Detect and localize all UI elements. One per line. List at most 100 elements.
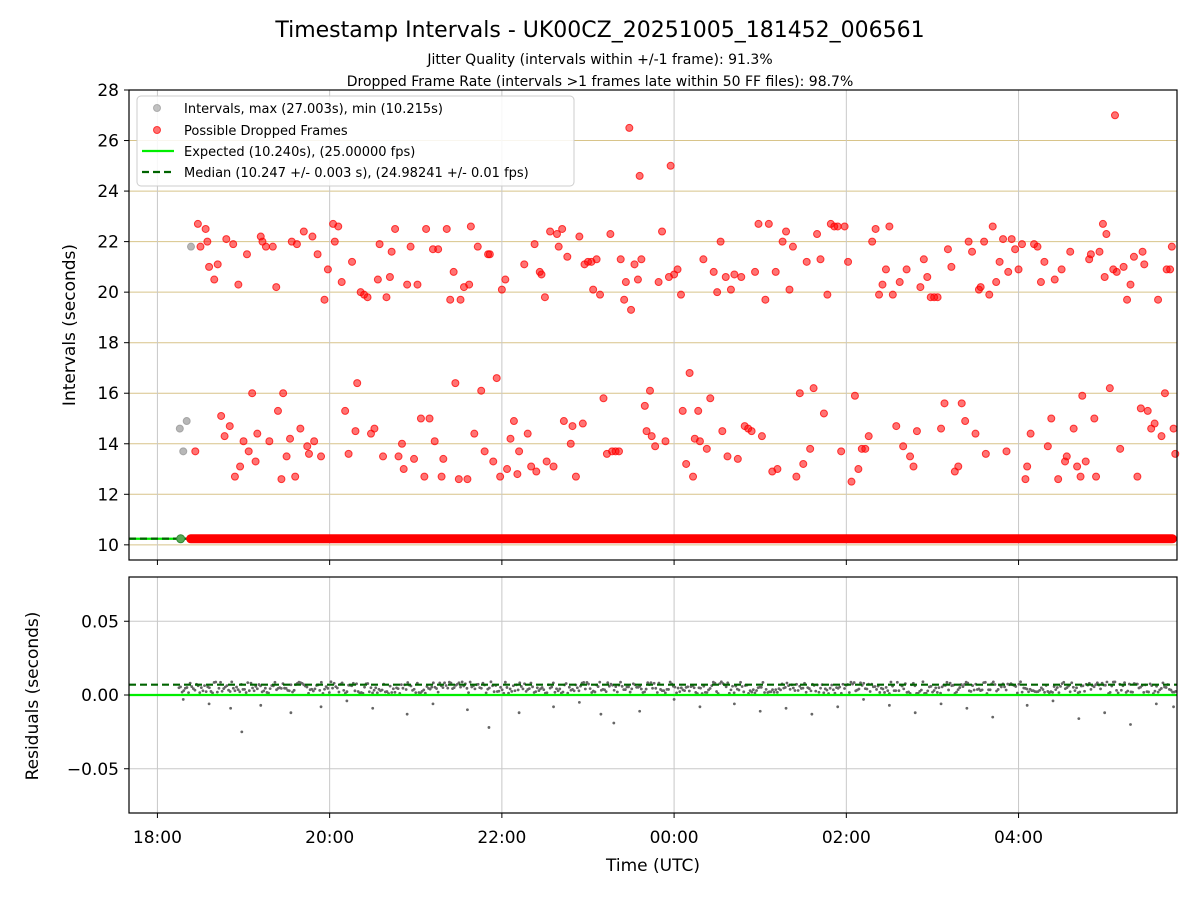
dropped-frame-point xyxy=(465,280,474,289)
residual-point xyxy=(207,686,211,690)
residual-outlier-point xyxy=(1172,705,1175,709)
dropped-frame-point xyxy=(558,224,567,233)
residual-point xyxy=(945,680,949,684)
residual-point xyxy=(479,686,483,690)
residual-point xyxy=(500,688,504,692)
residual-point xyxy=(404,688,408,691)
dropped-frame-point xyxy=(549,462,558,471)
residual-point xyxy=(435,687,438,690)
dropped-frame-point xyxy=(754,219,763,228)
residual-outlier-point xyxy=(1154,702,1158,706)
dropped-frame-point xyxy=(940,399,949,408)
dropped-frame-point xyxy=(1129,252,1138,261)
residual-point xyxy=(796,689,800,692)
x-tick-label: 18:00 xyxy=(133,828,182,848)
interval-point xyxy=(175,424,184,433)
dropped-frame-point xyxy=(292,240,301,249)
residual-point xyxy=(219,680,222,684)
residual-point xyxy=(937,686,941,690)
residual-point xyxy=(785,681,789,685)
residual-point xyxy=(203,684,206,687)
dropped-frame-point xyxy=(854,465,863,474)
residual-point xyxy=(567,685,571,689)
dropped-frame-point xyxy=(363,293,372,302)
dropped-frame-point xyxy=(999,235,1008,244)
residual-point xyxy=(211,691,214,695)
residual-point xyxy=(980,688,984,692)
dropped-frame-point xyxy=(291,472,300,481)
dropped-frame-point xyxy=(430,437,439,446)
residual-point xyxy=(775,690,779,694)
residual-outlier-point xyxy=(345,699,349,703)
residual-point xyxy=(961,685,965,689)
residual-point xyxy=(313,687,317,691)
residual-point xyxy=(895,680,899,684)
dropped-frame-point xyxy=(676,290,685,299)
residual-point xyxy=(535,686,539,690)
dropped-frame-point xyxy=(509,417,518,426)
residual-point xyxy=(460,680,464,684)
dropped-frame-point xyxy=(382,293,391,302)
dropped-frame-point xyxy=(1166,265,1175,274)
residual-point xyxy=(1113,680,1117,684)
dropped-frame-point xyxy=(253,429,262,438)
dropped-frame-point xyxy=(1011,245,1020,254)
residual-point xyxy=(993,683,997,686)
dropped-frame-point xyxy=(1160,389,1169,398)
residual-point xyxy=(627,685,630,689)
dropped-frame-point xyxy=(685,369,694,378)
residual-point xyxy=(527,687,531,691)
dropped-frame-point xyxy=(968,247,977,256)
dropped-frame-point xyxy=(506,434,515,443)
dropped-frame-point xyxy=(1078,391,1087,400)
dropped-frame-point xyxy=(571,472,580,481)
dropped-frame-point xyxy=(761,295,770,304)
residual-point xyxy=(947,688,950,692)
dropped-frame-point xyxy=(454,475,463,484)
dropped-frame-point xyxy=(751,267,760,276)
residual-point xyxy=(391,687,395,691)
residual-point xyxy=(726,681,730,685)
dropped-frame-point xyxy=(279,389,288,398)
residual-point xyxy=(1071,685,1075,689)
dropped-frame-point xyxy=(723,452,732,461)
dropped-frame-point xyxy=(313,250,322,259)
dropped-frame-point xyxy=(225,422,234,431)
dropped-frame-point xyxy=(802,257,811,266)
legend-marker-intervals xyxy=(153,104,161,112)
residual-point xyxy=(1089,687,1093,691)
residual-point xyxy=(873,685,877,688)
dropped-frame-point xyxy=(621,278,630,287)
residual-point xyxy=(881,687,885,691)
dropped-frame-point xyxy=(640,401,649,410)
residual-point xyxy=(215,690,219,694)
dropped-frame-point xyxy=(1054,475,1063,484)
dropped-frame-point xyxy=(456,295,465,304)
residual-point xyxy=(331,686,334,690)
dropped-frame-point xyxy=(964,237,973,246)
residual-point xyxy=(623,688,627,691)
dropped-frame-point xyxy=(406,242,415,251)
interval-point xyxy=(187,242,196,251)
dropped-frame-point xyxy=(599,394,608,403)
residual-point xyxy=(814,689,818,693)
residual-point xyxy=(742,690,746,694)
dropped-frame-point xyxy=(878,280,887,289)
residual-point xyxy=(825,688,829,692)
dropped-frame-point xyxy=(334,222,343,231)
residual-point xyxy=(1078,690,1082,694)
residual-point xyxy=(919,688,923,692)
residual-outlier-point xyxy=(577,700,581,704)
dropped-frame-point xyxy=(654,278,663,287)
dropped-frame-point xyxy=(706,394,715,403)
residual-point xyxy=(545,691,549,695)
residual-point xyxy=(1116,691,1120,695)
dropped-frame-point xyxy=(286,434,295,443)
dropped-frame-point xyxy=(244,447,253,456)
top-y-tick-label: 24 xyxy=(97,182,119,202)
residual-point xyxy=(214,680,218,684)
dropped-frame-point xyxy=(265,437,274,446)
residual-point xyxy=(883,691,886,694)
dropped-frame-point xyxy=(840,222,849,231)
residual-point xyxy=(655,691,659,694)
